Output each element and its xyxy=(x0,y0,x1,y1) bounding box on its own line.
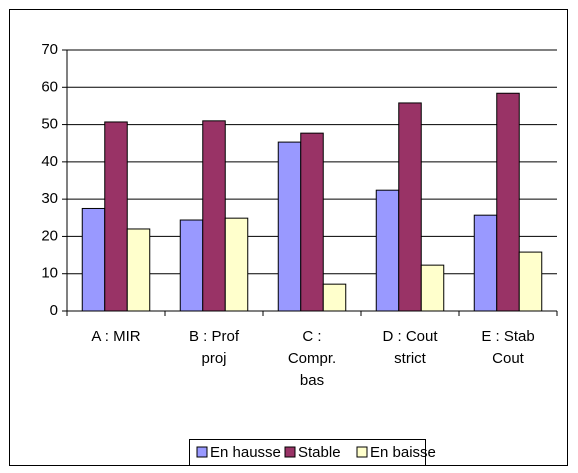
y-tick-label: 20 xyxy=(41,227,58,244)
legend-label: Stable xyxy=(298,444,341,461)
bar xyxy=(322,283,347,312)
y-tick-label: 50 xyxy=(41,116,58,133)
legend-label: En hausse xyxy=(210,444,281,461)
legend-swatch xyxy=(284,446,296,458)
y-tick-label: 40 xyxy=(41,153,58,170)
bar xyxy=(398,102,422,312)
bar xyxy=(277,141,302,312)
legend-label: En baisse xyxy=(370,444,436,461)
bar xyxy=(300,132,324,312)
legend-swatch xyxy=(196,446,208,458)
bar xyxy=(224,217,249,312)
bar xyxy=(104,121,128,312)
bar xyxy=(81,207,106,312)
x-tick-label: B : Prof proj xyxy=(188,328,240,367)
bar xyxy=(496,92,520,312)
legend-swatch xyxy=(356,446,368,458)
bar xyxy=(126,228,151,312)
bar xyxy=(518,251,543,312)
y-tick-label: 0 xyxy=(50,302,58,319)
y-tick-label: 30 xyxy=(41,190,58,207)
bar xyxy=(420,264,445,312)
bar xyxy=(179,219,204,312)
y-tick-label: 10 xyxy=(41,265,58,282)
x-tick-label: D : Cout strict xyxy=(382,328,438,367)
y-tick-label: 60 xyxy=(41,78,58,95)
x-tick-label: E : Stab Cout xyxy=(481,328,535,367)
bar xyxy=(202,120,226,312)
x-tick-label: A : MIR xyxy=(91,328,141,345)
legend-box xyxy=(189,439,426,466)
bar xyxy=(473,214,498,312)
y-tick-label: 70 xyxy=(41,41,58,58)
bar xyxy=(375,189,400,312)
x-tick-label: C : Compr. bas xyxy=(287,328,337,389)
